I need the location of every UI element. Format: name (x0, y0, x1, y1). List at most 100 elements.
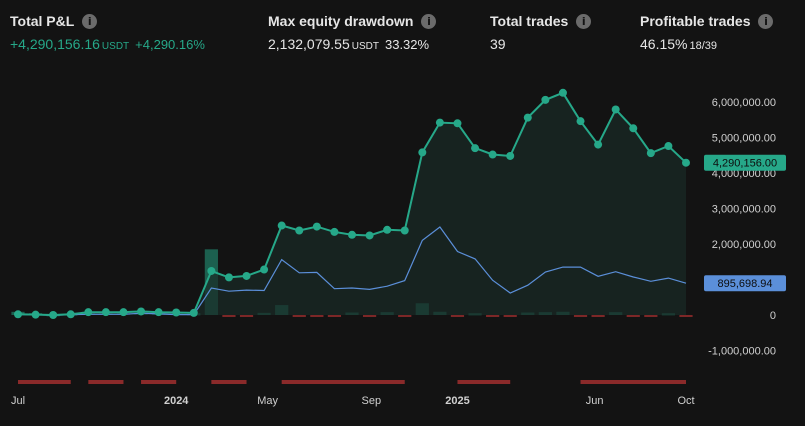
equity-area (18, 92, 686, 315)
trade-bar (503, 315, 517, 317)
equity-point (365, 231, 374, 240)
equity-point (558, 88, 567, 97)
stats-bar: Total P&L i +4,290,156.16 USDT +4,290.16% M… (0, 0, 805, 60)
equity-point (576, 117, 585, 126)
stat-total-pnl: Total P&L i +4,290,156.16 USDT +4,290.16% (10, 13, 205, 52)
trade-bar (222, 315, 236, 317)
drawdown-segment (141, 380, 177, 384)
equity-point (154, 308, 163, 317)
equity-point (611, 105, 620, 114)
trade-bar (362, 315, 377, 317)
y-tick-label: -1,000,000.00 (708, 346, 776, 358)
y-axis: 6,000,000.00 5,000,000.00 4,000,000.00 3,00… (708, 97, 776, 358)
equity-point (664, 142, 673, 151)
info-icon[interactable]: i (421, 13, 437, 29)
trade-bar (398, 315, 412, 317)
equity-point (84, 308, 93, 317)
trade-bar (573, 315, 588, 317)
equity-point (418, 148, 427, 157)
value-badge (704, 275, 786, 292)
stat-label: Max equity drawdown (268, 13, 414, 29)
stat-value: 39 (490, 36, 506, 52)
stat-label: Profitable trades (640, 13, 751, 29)
x-tick-label: Sep (362, 395, 382, 407)
stat-max-drawdown: Max equity drawdown i 2,132,079.55 USDT 33.… (268, 13, 437, 52)
equity-markers (14, 88, 690, 319)
equity-point (49, 311, 58, 319)
info-icon[interactable]: i (576, 13, 592, 29)
trade-bar (591, 315, 605, 317)
x-tick-label: Jun (586, 395, 604, 407)
equity-point (207, 266, 216, 275)
value-badges: 4,290,156.00 895,698.94 (704, 154, 786, 292)
equity-point (172, 308, 181, 317)
y-tick-label: 2,000,000.00 (712, 239, 776, 251)
equity-point (312, 222, 321, 231)
y-tick-label: 0 (770, 310, 776, 322)
stat-fraction: 18/39 (689, 40, 718, 52)
equity-point (506, 151, 515, 160)
equity-point (471, 144, 480, 153)
value-badge (704, 154, 786, 171)
equity-point (541, 95, 550, 104)
equity-point (453, 119, 462, 128)
x-tick-label: Oct (677, 395, 694, 407)
equity-point (594, 140, 603, 149)
drawdown-segment (88, 380, 124, 384)
equity-point (400, 226, 409, 235)
equity-point (646, 149, 655, 158)
info-icon[interactable]: i (758, 13, 774, 29)
equity-point (435, 118, 444, 127)
drawdown-segment (457, 380, 511, 384)
trade-bar (644, 315, 658, 317)
trade-bar (679, 315, 693, 317)
info-icon[interactable]: i (82, 13, 98, 29)
stat-total-trades: Total trades i 39 (490, 13, 592, 52)
stat-label: Total P&L (10, 13, 75, 29)
trade-bar (292, 315, 306, 317)
drawdown-segment (18, 380, 71, 384)
drawdown-segment (580, 380, 686, 384)
stat-profitable-trades: Profitable trades i 46.15% 18/39 (640, 13, 774, 52)
value-badge-label: 4,290,156.00 (713, 158, 777, 170)
equity-point (137, 307, 146, 316)
x-tick-label: 2024 (164, 395, 189, 407)
stat-value: 46.15% (640, 36, 688, 52)
stat-value: +4,290,156.16 (10, 36, 100, 52)
trade-bar (310, 315, 324, 317)
equity-point (260, 265, 269, 274)
y-tick-label: 5,000,000.00 (712, 133, 776, 145)
equity-point (330, 227, 339, 236)
equity-point (224, 273, 233, 282)
stat-unit: USDT (101, 41, 130, 52)
drawdown-segment (211, 380, 247, 384)
stat-unit: USDT (351, 41, 379, 52)
x-tick-label: Jul (11, 395, 25, 407)
stat-value: 2,132,079.55 (268, 36, 350, 52)
x-axis: Jul 2024 May Sep 2025 Jun Oct (11, 395, 695, 407)
trade-bar (486, 315, 500, 317)
stat-label: Total trades (490, 13, 569, 29)
drawdown-segment (281, 380, 405, 384)
value-badge-label: 895,698.94 (717, 278, 772, 290)
equity-area-fill (18, 92, 686, 315)
buy-hold-line (18, 226, 687, 317)
trade-bar (239, 315, 254, 317)
equity-point (31, 310, 40, 319)
equity-point (66, 310, 75, 319)
equity-point (101, 308, 110, 317)
trade-bar (450, 315, 465, 317)
x-tick-label: 2025 (445, 395, 469, 407)
stat-percent: 33.32% (384, 37, 430, 52)
equity-point (629, 124, 638, 133)
y-tick-label: 6,000,000.00 (712, 97, 776, 109)
equity-point (682, 158, 690, 167)
equity-point (119, 308, 128, 317)
equity-point (189, 308, 198, 317)
stat-percent: +4,290.16% (135, 37, 205, 52)
equity-point (488, 150, 497, 159)
drawdown-strip (18, 380, 686, 384)
equity-point (348, 230, 356, 239)
equity-point (523, 113, 532, 122)
